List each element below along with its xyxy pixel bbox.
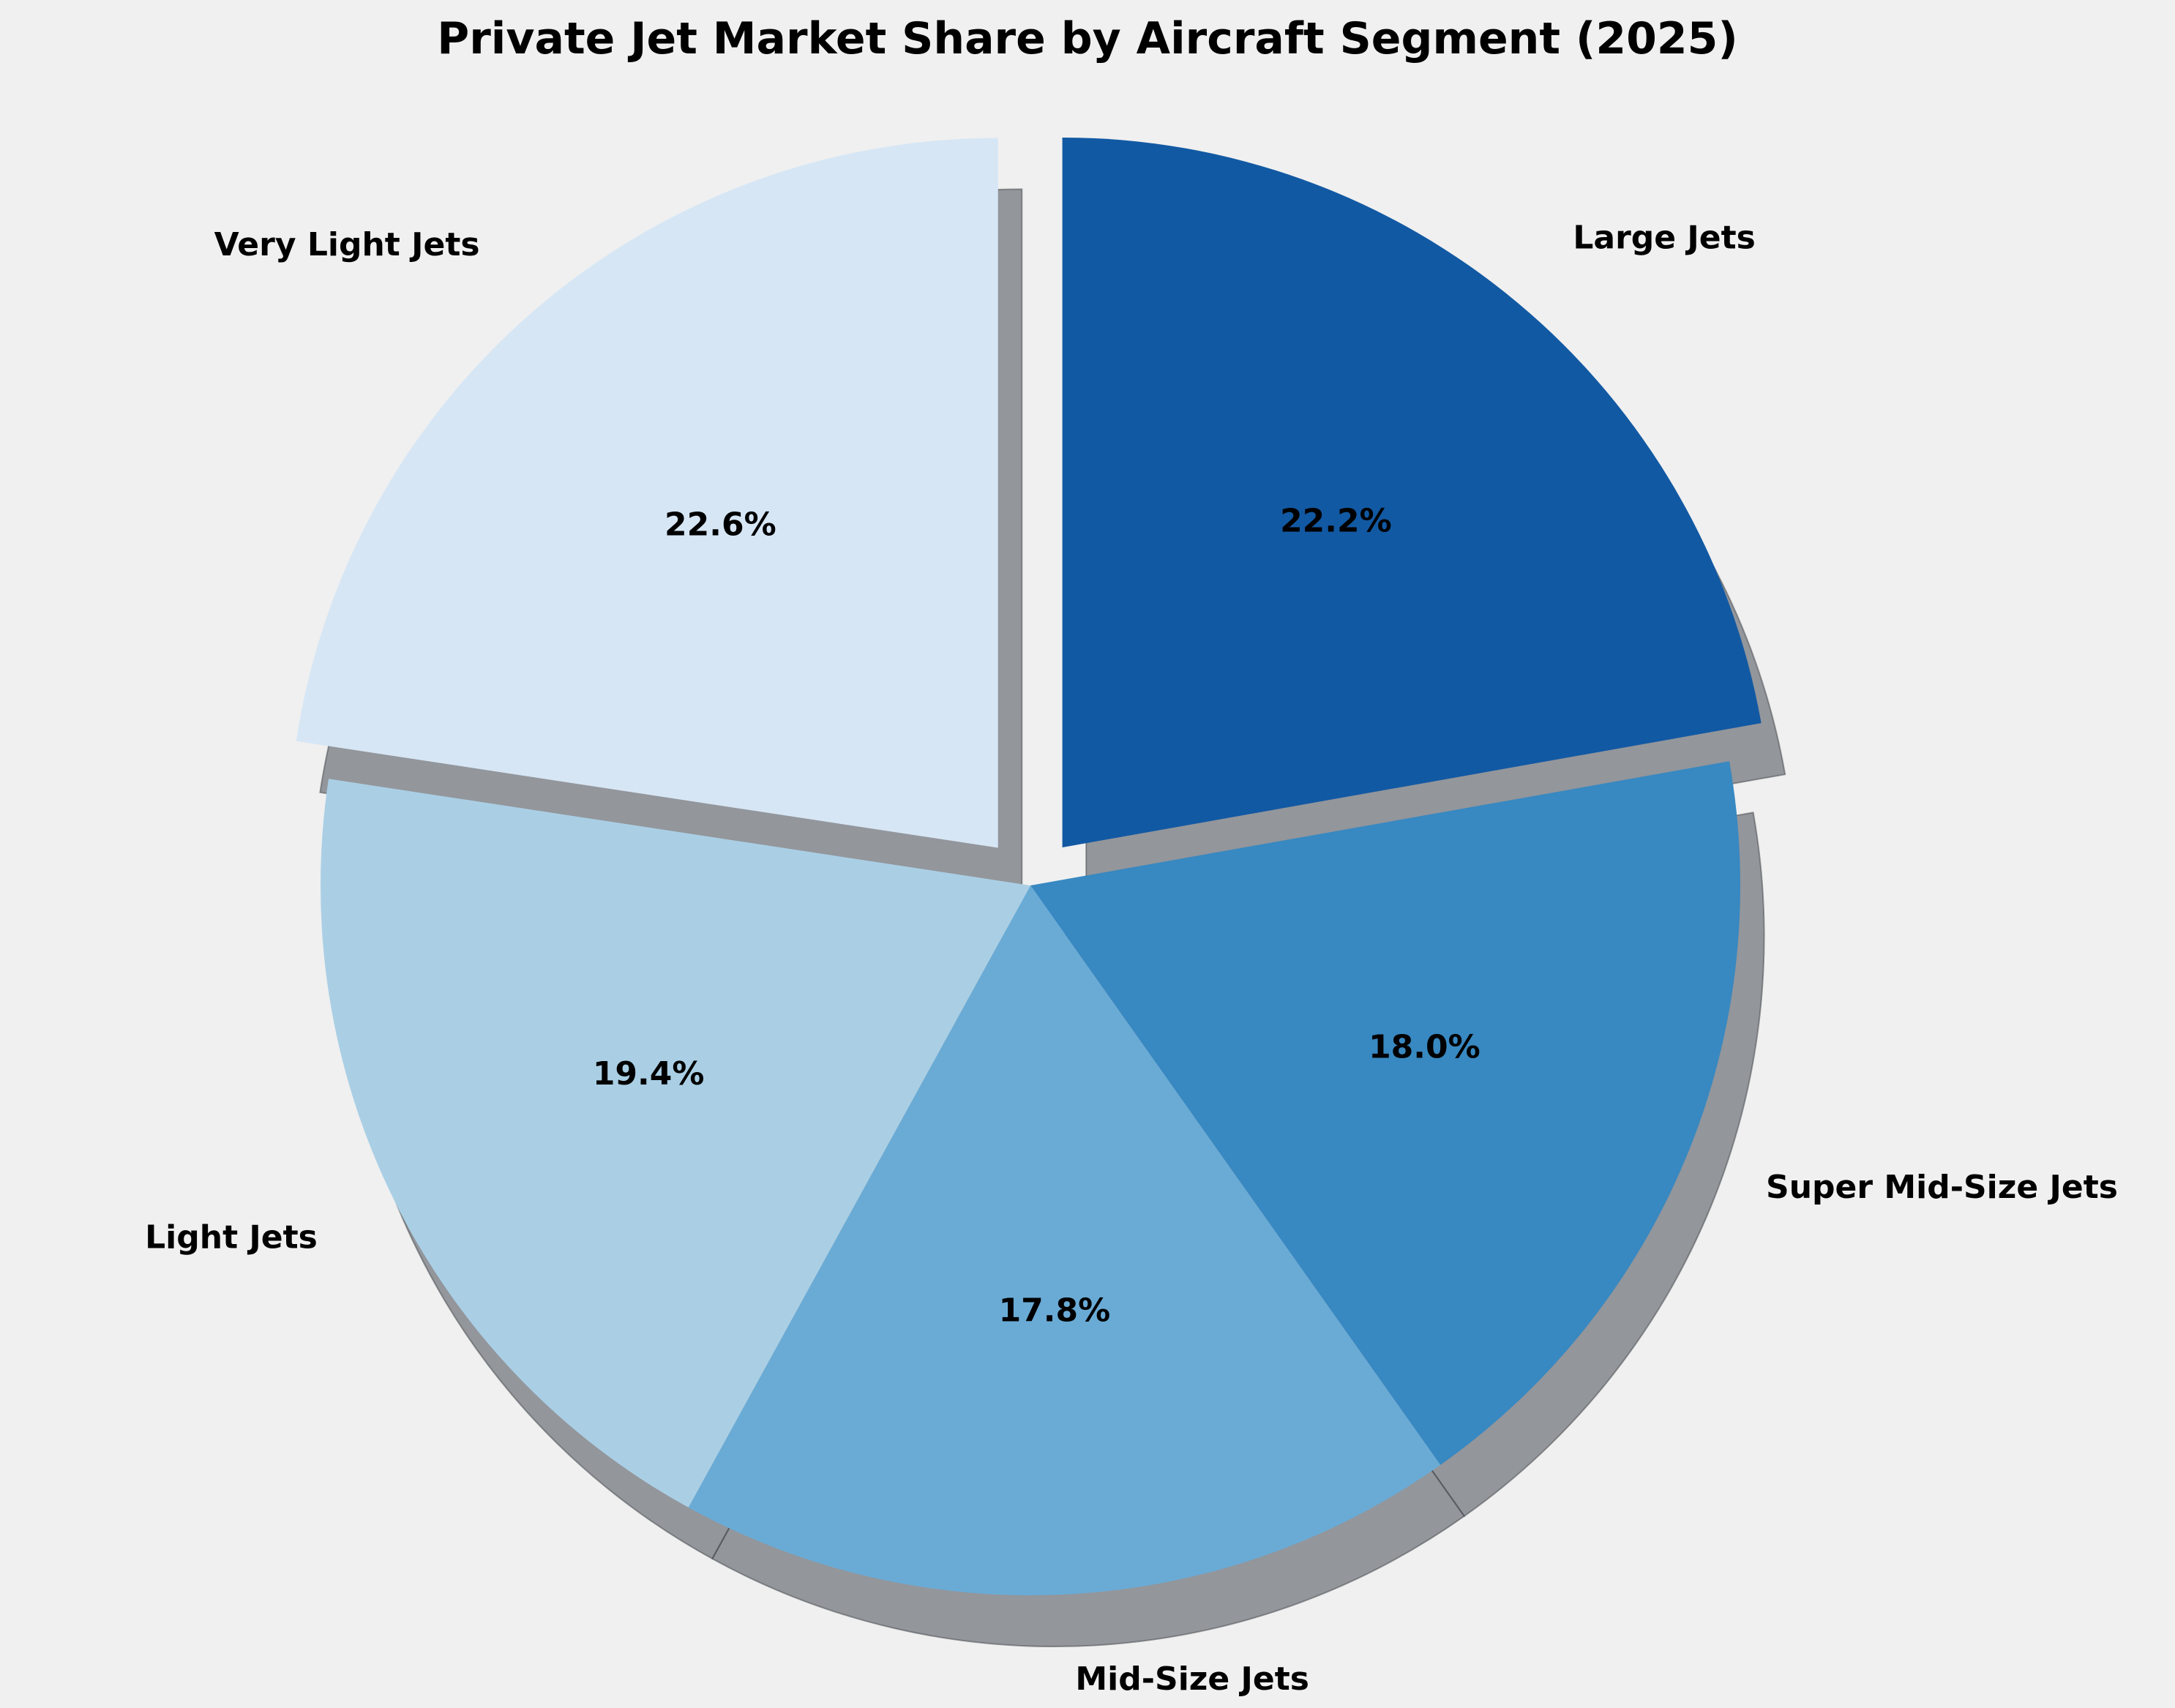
pie-pct-label-very-light-jets: 22.6% <box>665 506 776 544</box>
pie-pct-label-light-jets: 19.4% <box>593 1055 705 1093</box>
pie-slice-very-light-jets <box>296 138 998 848</box>
pie-pct-label-large-jets: 22.2% <box>1280 502 1392 539</box>
pie-pct-label-super-mid-size-jets: 18.0% <box>1369 1029 1480 1066</box>
pie-label-layer: 22.2% Large Jets 18.0% Super Mid-Size Jets 1… <box>145 220 2118 1698</box>
pie-slice-super-mid-size-jets <box>1030 761 1741 1465</box>
pie-slice-light-jets <box>321 779 1030 1508</box>
pie-category-label-very-light-jets: Very Light Jets <box>214 226 480 263</box>
pie-slice-mid-size-jets <box>688 885 1441 1595</box>
pie-category-label-mid-size-jets: Mid-Size Jets <box>1075 1660 1309 1698</box>
pie-slice-large-jets <box>1062 137 1762 847</box>
chart-title: Private Jet Market Share by Aircraft Seg… <box>437 13 1738 64</box>
pie-slice-layer <box>296 137 1762 1595</box>
pie-pct-label-mid-size-jets: 17.8% <box>999 1292 1111 1330</box>
pie-category-label-light-jets: Light Jets <box>145 1219 318 1256</box>
pie-category-label-super-mid-size-jets: Super Mid-Size Jets <box>1766 1169 2118 1206</box>
pie-category-label-large-jets: Large Jets <box>1573 220 1756 257</box>
